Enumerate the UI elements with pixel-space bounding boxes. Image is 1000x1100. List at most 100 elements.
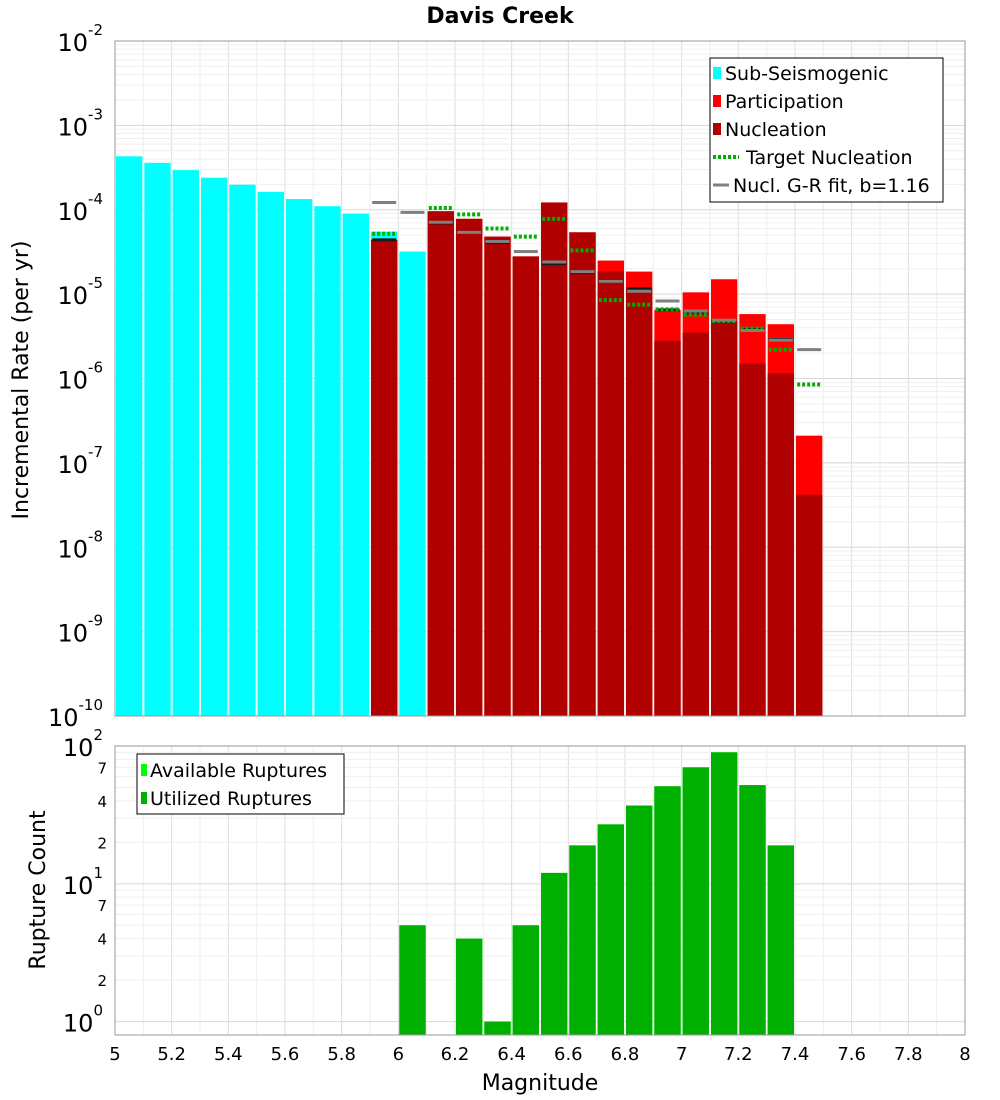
rate-bar — [739, 363, 766, 716]
rate-y-tick-base: 10 — [57, 29, 88, 57]
x-tick-label: 7.2 — [724, 1044, 753, 1065]
rate-bar — [201, 177, 228, 716]
count-legend-box — [136, 753, 345, 815]
rate-y-tick-base: 10 — [57, 198, 88, 226]
rate-bar — [286, 199, 313, 717]
legend-label: Participation — [725, 91, 844, 113]
x-tick-label: 5.8 — [327, 1044, 356, 1065]
x-tick-label: 7 — [676, 1044, 687, 1065]
x-tick-label: 5.2 — [157, 1044, 186, 1065]
rate-y-tick-exp: -4 — [88, 190, 103, 208]
utilized-rupture-bar — [569, 845, 596, 1035]
rate-markers — [372, 200, 822, 387]
rate-bar — [342, 213, 369, 717]
count-y-minor-tick-label: 2 — [97, 834, 107, 852]
x-tick-label: 8 — [959, 1044, 970, 1065]
rate-y-tick-base: 10 — [57, 282, 88, 310]
count-y-minor-tick-label: 4 — [97, 931, 107, 949]
utilized-rupture-bar — [484, 1021, 511, 1035]
rate-y-tick-exp: -3 — [88, 105, 103, 123]
rate-legend-box — [709, 57, 944, 203]
rate-bar — [229, 184, 256, 716]
count-y-minor-tick-label: 7 — [97, 759, 107, 777]
rate-y-tick-base: 10 — [57, 451, 88, 479]
chart-title: Davis Creek — [426, 4, 575, 29]
utilized-rupture-bar — [654, 786, 681, 1035]
x-tick-label: 7.4 — [781, 1044, 810, 1065]
x-tick-label: 5.4 — [214, 1044, 243, 1065]
utilized-rupture-bar — [739, 785, 766, 1035]
x-tick-label: 6.8 — [611, 1044, 640, 1065]
legend-swatch — [713, 95, 721, 107]
legend-label: Target Nucleation — [745, 147, 913, 169]
rate-bar — [654, 340, 681, 716]
utilized-rupture-bar — [541, 872, 568, 1035]
utilized-rupture-bar — [682, 767, 709, 1035]
rate-y-tick-label: 10-3 — [57, 105, 103, 141]
x-tick-label: 6.6 — [554, 1044, 583, 1065]
legend-swatch — [141, 792, 147, 804]
rate-plot-frame — [114, 40, 966, 717]
legend-swatch — [713, 123, 721, 135]
legend-label: Available Ruptures — [150, 760, 327, 782]
count-y-tick-exp: 1 — [93, 864, 103, 882]
utilized-rupture-bar — [767, 845, 794, 1035]
x-tick-label: 6.2 — [441, 1044, 470, 1065]
rate-y-tick-base: 10 — [57, 620, 88, 648]
rate-bar — [371, 239, 398, 716]
legend-swatch — [141, 764, 147, 776]
rate-bar — [711, 321, 738, 716]
count-bars — [399, 752, 794, 1035]
count-y-tick-base: 10 — [63, 1010, 94, 1038]
rate-bar — [597, 271, 624, 716]
rate-bar — [541, 202, 568, 717]
rate-y-tick-label: 10-4 — [57, 190, 103, 226]
rate-bar — [512, 256, 539, 716]
count-y-minor-tick-label: 4 — [97, 793, 107, 811]
rate-bar — [172, 170, 199, 716]
rate-y-tick-label: 10-2 — [57, 21, 103, 57]
utilized-rupture-bar — [456, 938, 483, 1035]
rate-y-tick-label: 10-7 — [57, 443, 103, 479]
utilized-rupture-bar — [597, 824, 624, 1035]
rate-bar — [257, 191, 284, 716]
count-y-tick-exp: 0 — [93, 1002, 103, 1020]
rate-legend: Sub-Seismogenic Participation Nucleation Ta… — [709, 57, 944, 203]
utilized-rupture-bar — [626, 805, 653, 1035]
rate-bars — [116, 156, 823, 717]
rate-y-tick-base: 10 — [57, 367, 88, 395]
rate-bar — [456, 218, 483, 716]
rate-bar — [427, 211, 454, 717]
count-x-ticks: 5 5.2 5.4 5.6 5.8 6 6.2 6.4 6.6 6.8 7 7.2 7.4 7.6 7.8 8 — [109, 1044, 970, 1065]
rate-bar — [144, 162, 171, 716]
rate-y-tick-label: 10-9 — [57, 612, 103, 648]
rate-y-tick-exp: -10 — [79, 696, 104, 714]
x-tick-label: 6 — [393, 1044, 404, 1065]
legend-swatch — [713, 67, 721, 79]
rate-y-tick-exp: -6 — [88, 359, 103, 377]
legend-label: Nucleation — [725, 119, 827, 141]
rate-y-tick-exp: -7 — [88, 443, 103, 461]
count-plot-frame — [114, 745, 966, 1036]
x-tick-label: 5 — [109, 1044, 120, 1065]
rate-y-tick-base: 10 — [48, 704, 79, 732]
count-y-tick-label: 100 — [63, 1002, 103, 1038]
rate-y-tick-label: 10-5 — [57, 274, 103, 310]
rate-y-tick-exp: -5 — [88, 274, 103, 292]
count-y-axis-label: Rupture Count — [26, 810, 51, 970]
x-tick-label: 7.8 — [894, 1044, 923, 1065]
x-tick-label: 7.6 — [837, 1044, 866, 1065]
x-axis-label: Magnitude — [482, 1071, 599, 1096]
count-legend: Available Ruptures Utilized Ruptures — [136, 753, 345, 815]
rate-y-tick-base: 10 — [57, 535, 88, 563]
count-y-tick-base: 10 — [63, 734, 94, 762]
rate-y-tick-exp: -2 — [88, 21, 103, 39]
rate-y-tick-label: 10-6 — [57, 359, 103, 395]
rate-y-tick-base: 10 — [57, 113, 88, 141]
rate-y-axis-label: Incremental Rate (per yr) — [9, 241, 34, 520]
rate-y-tick-exp: -8 — [88, 527, 103, 545]
count-y-minor-tick-label: 2 — [97, 972, 107, 990]
